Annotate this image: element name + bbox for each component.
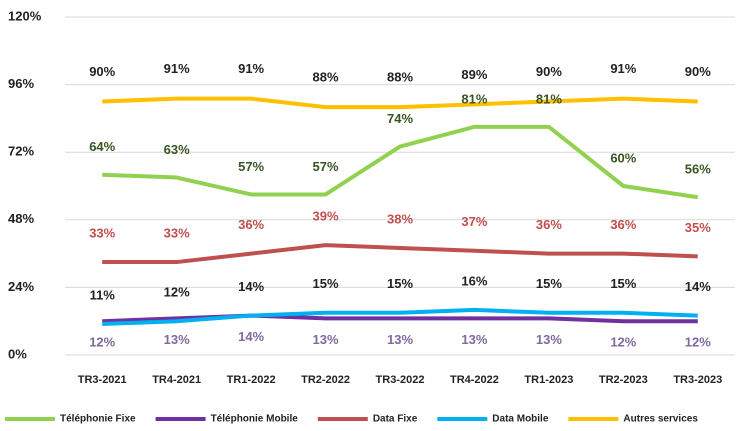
data-label: 11% [90, 287, 116, 302]
x-tick-label: TR4-2021 [152, 374, 201, 386]
data-label: 57% [238, 159, 264, 174]
data-label: 12% [164, 285, 190, 300]
y-tick-label: 120% [8, 8, 42, 23]
data-label: 64% [89, 139, 115, 154]
series-line [102, 96, 698, 110]
data-label: 91% [610, 61, 636, 76]
data-label: 81% [461, 91, 487, 106]
legend-label: Data Mobile [492, 414, 549, 425]
legend-label: Téléphonie Mobile [211, 414, 299, 425]
x-tick-label: TR4-2022 [450, 374, 499, 386]
data-label: 14% [685, 279, 711, 294]
data-label: 12% [610, 335, 636, 350]
data-label: 88% [387, 70, 413, 85]
data-label: 91% [164, 61, 190, 76]
data-label: 15% [536, 276, 562, 291]
data-label: 13% [536, 332, 562, 347]
data-label: 33% [164, 225, 190, 240]
data-label: 89% [461, 67, 487, 82]
data-label: 88% [313, 70, 339, 85]
data-label: 90% [89, 64, 115, 79]
data-label: 13% [461, 332, 487, 347]
data-label: 39% [313, 209, 339, 224]
y-tick-label: 48% [8, 211, 34, 226]
data-label: 74% [387, 111, 413, 126]
data-label: 15% [313, 276, 339, 291]
y-tick-label: 72% [8, 144, 34, 159]
data-label: 12% [89, 335, 115, 350]
y-tick-label: 24% [8, 279, 34, 294]
data-label: 90% [685, 64, 711, 79]
legend-label: Autres services [623, 414, 698, 425]
data-label: 16% [461, 273, 487, 288]
data-label: 60% [610, 150, 636, 165]
y-tick-label: 0% [8, 346, 27, 361]
data-label: 13% [164, 332, 190, 347]
data-label: 56% [685, 162, 711, 177]
series-line [102, 243, 698, 265]
data-label: 37% [461, 214, 487, 229]
data-label: 33% [89, 225, 115, 240]
x-tick-label: TR1-2022 [227, 374, 276, 386]
x-tick-label: TR3-2022 [376, 374, 425, 386]
y-tick-label: 96% [8, 76, 34, 91]
data-label: 15% [610, 276, 636, 291]
data-label: 13% [313, 332, 339, 347]
x-tick-label: TR3-2021 [78, 374, 127, 386]
data-label: 12% [685, 335, 711, 350]
data-label: 36% [610, 217, 636, 232]
series-line [102, 307, 698, 327]
data-label: 63% [164, 142, 190, 157]
data-label: 36% [238, 217, 264, 232]
data-label: 14% [238, 329, 264, 344]
data-label: 14% [238, 279, 264, 294]
data-label: 35% [685, 220, 711, 235]
data-label: 38% [387, 211, 413, 226]
data-label: 81% [536, 91, 562, 106]
data-label: 91% [238, 61, 264, 76]
legend-label: Téléphonie Fixe [60, 414, 136, 425]
x-tick-label: TR2-2023 [599, 374, 648, 386]
series-line [102, 124, 699, 200]
data-label: 90% [536, 64, 562, 79]
x-tick-label: TR1-2023 [524, 374, 573, 386]
data-label: 57% [313, 159, 339, 174]
x-tick-label: TR2-2022 [301, 374, 350, 386]
legend-label: Data Fixe [373, 414, 418, 425]
data-label: 13% [387, 332, 413, 347]
x-tick-label: TR3-2023 [673, 374, 722, 386]
data-label: 36% [536, 217, 562, 232]
data-label: 15% [387, 276, 413, 291]
